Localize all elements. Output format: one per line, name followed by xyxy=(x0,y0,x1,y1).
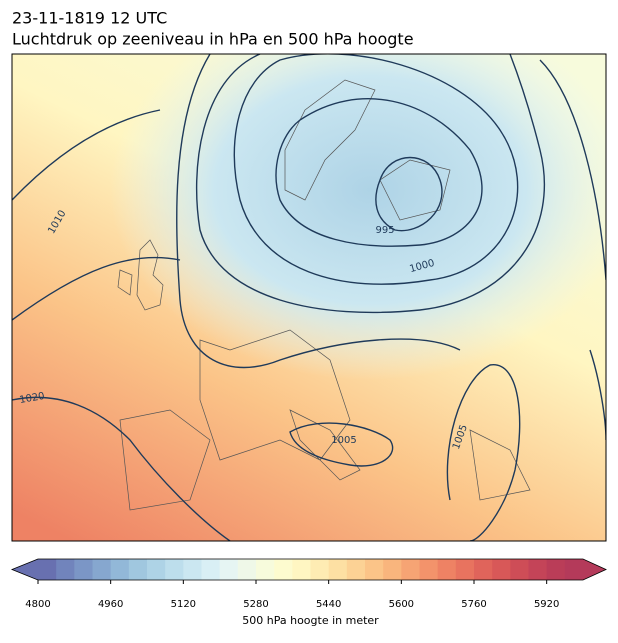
colorbar-band xyxy=(419,559,439,580)
colorbar-extend-low xyxy=(12,559,38,580)
colorbar-band xyxy=(38,559,57,580)
colorbar-band xyxy=(455,559,475,580)
subtitle: Luchtdruk op zeeniveau in hPa en 500 hPa… xyxy=(12,30,414,49)
colorbar-band xyxy=(564,559,584,580)
colorbar-band xyxy=(147,559,166,580)
colorbar-band xyxy=(346,559,366,580)
isobar xyxy=(195,54,545,314)
colorbar-tick-label: 5120 xyxy=(171,599,196,610)
colorbar-tick-label: 5920 xyxy=(534,599,559,610)
isobar xyxy=(446,364,521,541)
colorbar-band xyxy=(92,559,112,580)
colorbar-tick-label: 5600 xyxy=(389,599,414,610)
colorbar-band xyxy=(74,559,93,580)
colorbar-band xyxy=(383,559,402,580)
colorbar-extend-high xyxy=(583,559,606,580)
contour-label: 1005 xyxy=(331,435,356,446)
isobar xyxy=(375,156,443,232)
colorbar-outline xyxy=(10,558,607,581)
colorbar-band xyxy=(165,559,184,580)
colorbar-band xyxy=(274,559,293,580)
colorbar-band xyxy=(401,559,420,580)
colorbar-band xyxy=(128,559,148,580)
colorbar-band xyxy=(256,559,275,580)
colorbar-band xyxy=(365,559,384,580)
colorbar-band xyxy=(528,559,548,580)
colorbar-band xyxy=(183,559,202,580)
isobar xyxy=(175,54,461,369)
isobar xyxy=(233,54,519,285)
map xyxy=(12,54,606,541)
colorbar-band xyxy=(310,559,330,580)
map-frame xyxy=(11,53,607,542)
title: 23-11-1819 12 UTC xyxy=(12,9,167,28)
isobar xyxy=(12,396,231,541)
contour-label: 995 xyxy=(375,225,394,236)
colorbar-tick-label: 4960 xyxy=(98,599,123,610)
colorbar-tick-label: 4800 xyxy=(25,599,50,610)
colorbar-tick-label: 5280 xyxy=(243,599,268,610)
colorbar-band xyxy=(292,559,311,580)
colorbar-band xyxy=(546,559,566,580)
isobar xyxy=(275,98,483,247)
height-field xyxy=(110,54,606,380)
colorbar-band xyxy=(437,559,457,580)
colorbar-tick-label: 5440 xyxy=(316,599,341,610)
colorbar-band xyxy=(219,559,239,580)
isobar xyxy=(289,422,394,467)
coastlines xyxy=(117,79,531,511)
contour-label: 1020 xyxy=(19,391,46,406)
colorbar-band xyxy=(56,559,75,580)
colorbar-band xyxy=(110,559,130,580)
colorbar-band xyxy=(201,559,221,580)
colorbar-band xyxy=(492,559,511,580)
isobar xyxy=(12,109,181,321)
colorbar-label: 500 hPa hoogte in meter xyxy=(242,614,379,627)
colorbar-band xyxy=(237,559,257,580)
colorbar-band xyxy=(474,559,493,580)
colorbar-band xyxy=(328,559,348,580)
colorbar-band xyxy=(510,559,529,580)
colorbar-tick-label: 5760 xyxy=(461,599,486,610)
